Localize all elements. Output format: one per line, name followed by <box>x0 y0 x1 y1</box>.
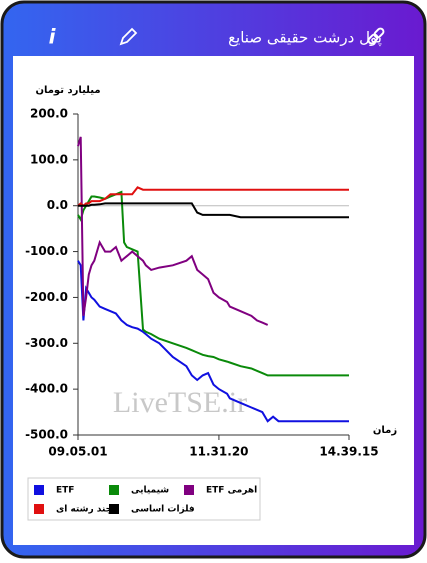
series-line <box>78 202 349 219</box>
series-line <box>77 186 349 208</box>
y-tick-label: -200.0 <box>25 290 68 304</box>
watermark: LiveTSE.ir <box>113 386 247 419</box>
y-axis-label: میلیارد تومان <box>35 85 100 96</box>
y-tick-label: 200.0 <box>30 107 68 121</box>
chart-panel <box>13 56 414 545</box>
legend-swatch <box>184 485 194 495</box>
legend-label: شیمیایی <box>131 486 169 496</box>
legend-label: فلزات اساسی <box>131 505 195 515</box>
legend-swatch <box>34 504 44 514</box>
edit-icon[interactable] <box>119 27 138 46</box>
legend-label: ETF <box>56 486 74 496</box>
x-tick-label: 09.05.01 <box>48 445 107 459</box>
y-tick-label: -400.0 <box>25 382 68 396</box>
legend-box <box>27 477 261 521</box>
series-line <box>77 260 349 423</box>
legend-swatch <box>34 485 44 495</box>
header-title: پول درشت حقیقی صنایع <box>228 29 382 48</box>
legend-swatch <box>109 485 119 495</box>
y-tick-label: -300.0 <box>25 336 68 350</box>
info-icon[interactable]: i <box>49 25 57 49</box>
x-tick-label: 11.31.20 <box>189 445 248 459</box>
y-tick-label: -100.0 <box>25 244 68 258</box>
x-axis-label: زمان <box>373 425 397 436</box>
y-tick-label: 100.0 <box>30 152 68 166</box>
y-tick-label: 0.0 <box>47 198 68 212</box>
series-line <box>77 136 269 326</box>
y-tick-label: -500.0 <box>25 428 68 442</box>
legend-label: ETF اهرمی <box>206 486 257 496</box>
legend-swatch <box>109 504 119 514</box>
link-icon[interactable] <box>367 27 385 45</box>
x-tick-label: 14.39.15 <box>319 445 378 459</box>
series-line <box>77 190 349 377</box>
legend-label: چند رشته ای <box>56 505 112 515</box>
